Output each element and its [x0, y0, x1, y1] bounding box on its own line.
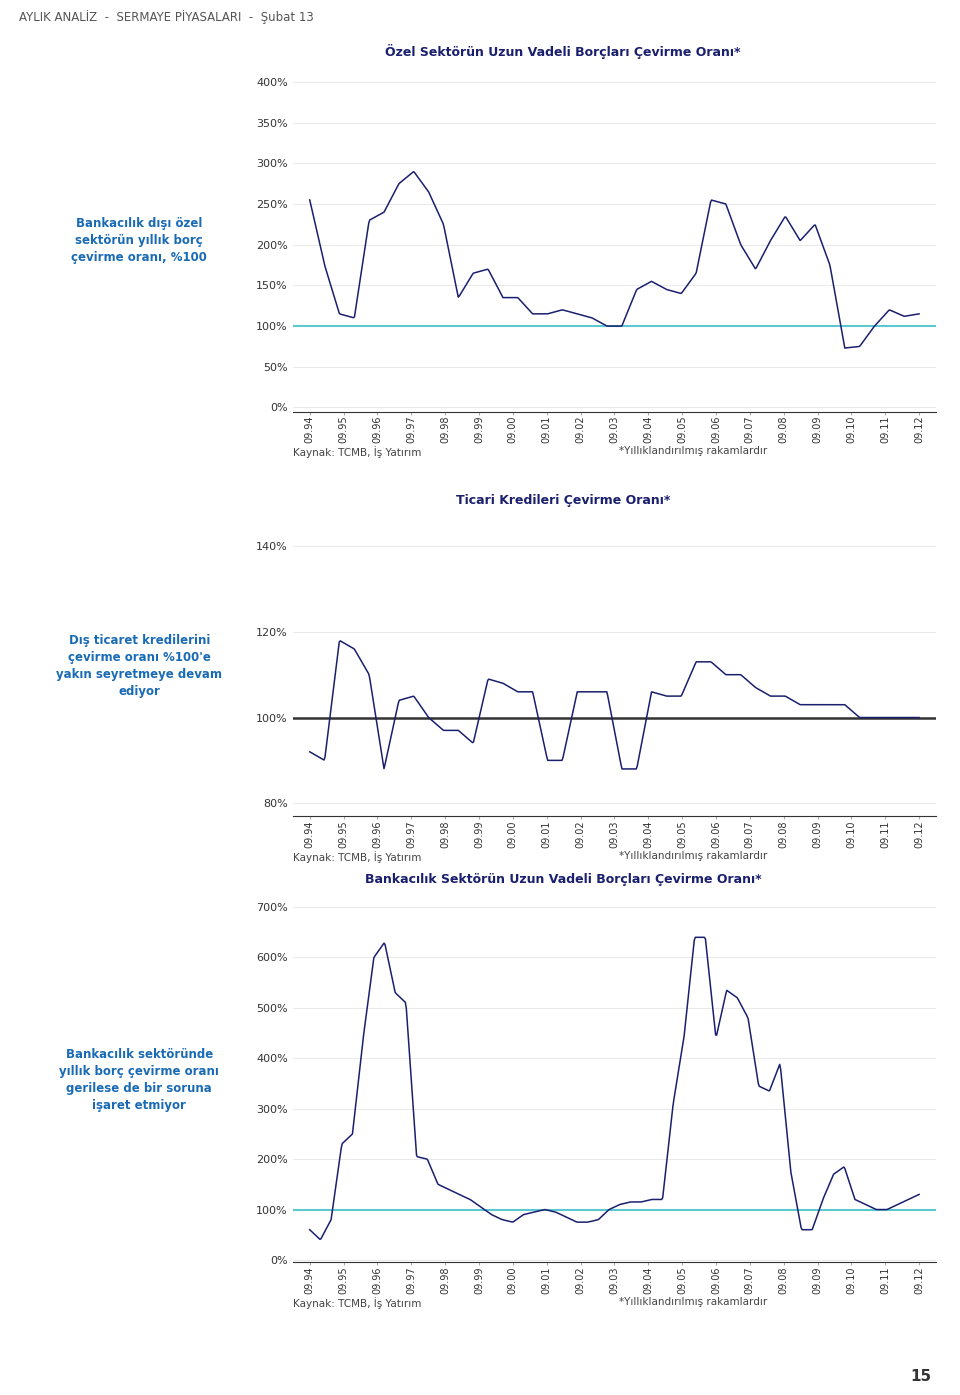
Text: Kaynak: TCMB, İş Yatırım: Kaynak: TCMB, İş Yatırım	[293, 1297, 421, 1310]
Text: Kaynak: TCMB, İş Yatırım: Kaynak: TCMB, İş Yatırım	[293, 446, 421, 459]
Text: Ticari Kredileri Çevirme Oranı*: Ticari Kredileri Çevirme Oranı*	[456, 494, 670, 508]
Text: Bankacılık dışı özel
sektörün yıllık borç
çevirme oranı, %100: Bankacılık dışı özel sektörün yıllık bor…	[71, 218, 207, 264]
Text: Bankacılık Sektörün Uzun Vadeli Borçları Çevirme Oranı*: Bankacılık Sektörün Uzun Vadeli Borçları…	[365, 873, 761, 886]
Text: Dış ticaret kredilerini
çevirme oranı %100'e
yakın seyretmeye devam
ediyor: Dış ticaret kredilerini çevirme oranı %1…	[57, 635, 222, 698]
Text: *Yıllıklandırılmış rakamlardır: *Yıllıklandırılmış rakamlardır	[619, 446, 767, 456]
Text: *Yıllıklandırılmış rakamlardır: *Yıllıklandırılmış rakamlardır	[619, 1297, 767, 1307]
Text: *Yıllıklandırılmış rakamlardır: *Yıllıklandırılmış rakamlardır	[619, 851, 767, 861]
Text: Bankacılık sektöründe
yıllık borç çevirme oranı
gerilese de bir soruna
işaret et: Bankacılık sektöründe yıllık borç çevirm…	[60, 1048, 219, 1112]
Text: Kaynak: TCMB, İş Yatırım: Kaynak: TCMB, İş Yatırım	[293, 851, 421, 864]
Text: Özel Sektörün Uzun Vadeli Borçları Çevirme Oranı*: Özel Sektörün Uzun Vadeli Borçları Çevir…	[385, 45, 741, 60]
Text: 15: 15	[910, 1368, 931, 1384]
Text: AYLIK ANALİZ  -  SERMAYE PİYASALARI  -  Şubat 13: AYLIK ANALİZ - SERMAYE PİYASALARI - Şuba…	[19, 10, 314, 24]
